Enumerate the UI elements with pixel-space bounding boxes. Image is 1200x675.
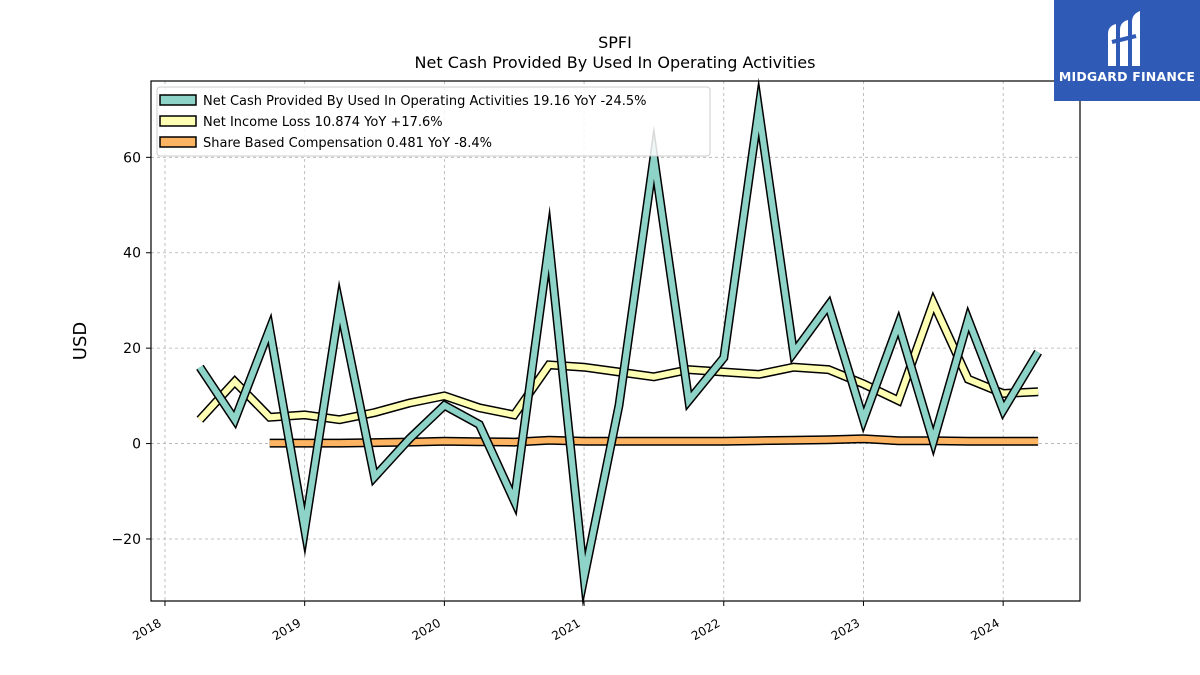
legend-swatch xyxy=(159,136,197,148)
series-line xyxy=(197,88,1041,597)
grid xyxy=(151,81,1080,601)
x-tick-label: 2023 xyxy=(829,616,862,643)
y-tick-label: 60 xyxy=(123,150,141,166)
y-tick-label: 20 xyxy=(123,341,141,357)
legend-swatch xyxy=(159,115,197,127)
y-tick-label: 40 xyxy=(123,246,141,262)
legend-label: Share Based Compensation 0.481 YoY -8.4% xyxy=(203,136,492,151)
x-tick-label: 2018 xyxy=(130,616,163,643)
x-tick-label: 2019 xyxy=(270,616,303,643)
legend-swatch xyxy=(159,94,197,106)
series-line xyxy=(269,435,1039,447)
chart-title: SPFI xyxy=(598,33,632,52)
legend-label: Net Income Loss 10.874 YoY +17.6% xyxy=(203,115,443,130)
legend-box xyxy=(156,86,711,157)
series-line-outline xyxy=(196,77,1042,607)
y-tick-label: 0 xyxy=(132,437,141,453)
brand-logo: MIDGARD FINANCE xyxy=(1054,0,1200,101)
brand-mark-icon xyxy=(1108,11,1140,66)
x-tick-label: 2021 xyxy=(549,616,582,643)
chart-subtitle: Net Cash Provided By Used In Operating A… xyxy=(415,53,816,72)
brand-name: MIDGARD FINANCE xyxy=(1058,69,1196,84)
x-tick-label: 2020 xyxy=(410,616,443,643)
plot-frame xyxy=(150,80,1081,602)
legend: Net Cash Provided By Used In Operating A… xyxy=(156,86,711,157)
y-axis-label: USD xyxy=(70,322,91,360)
y-tick-label: −20 xyxy=(111,532,141,548)
x-tick-label: 2024 xyxy=(968,616,1001,643)
x-tick-label: 2022 xyxy=(689,616,722,643)
legend-label: Net Cash Provided By Used In Operating A… xyxy=(203,94,646,109)
series-lines xyxy=(196,77,1042,607)
series-line xyxy=(197,294,1039,423)
